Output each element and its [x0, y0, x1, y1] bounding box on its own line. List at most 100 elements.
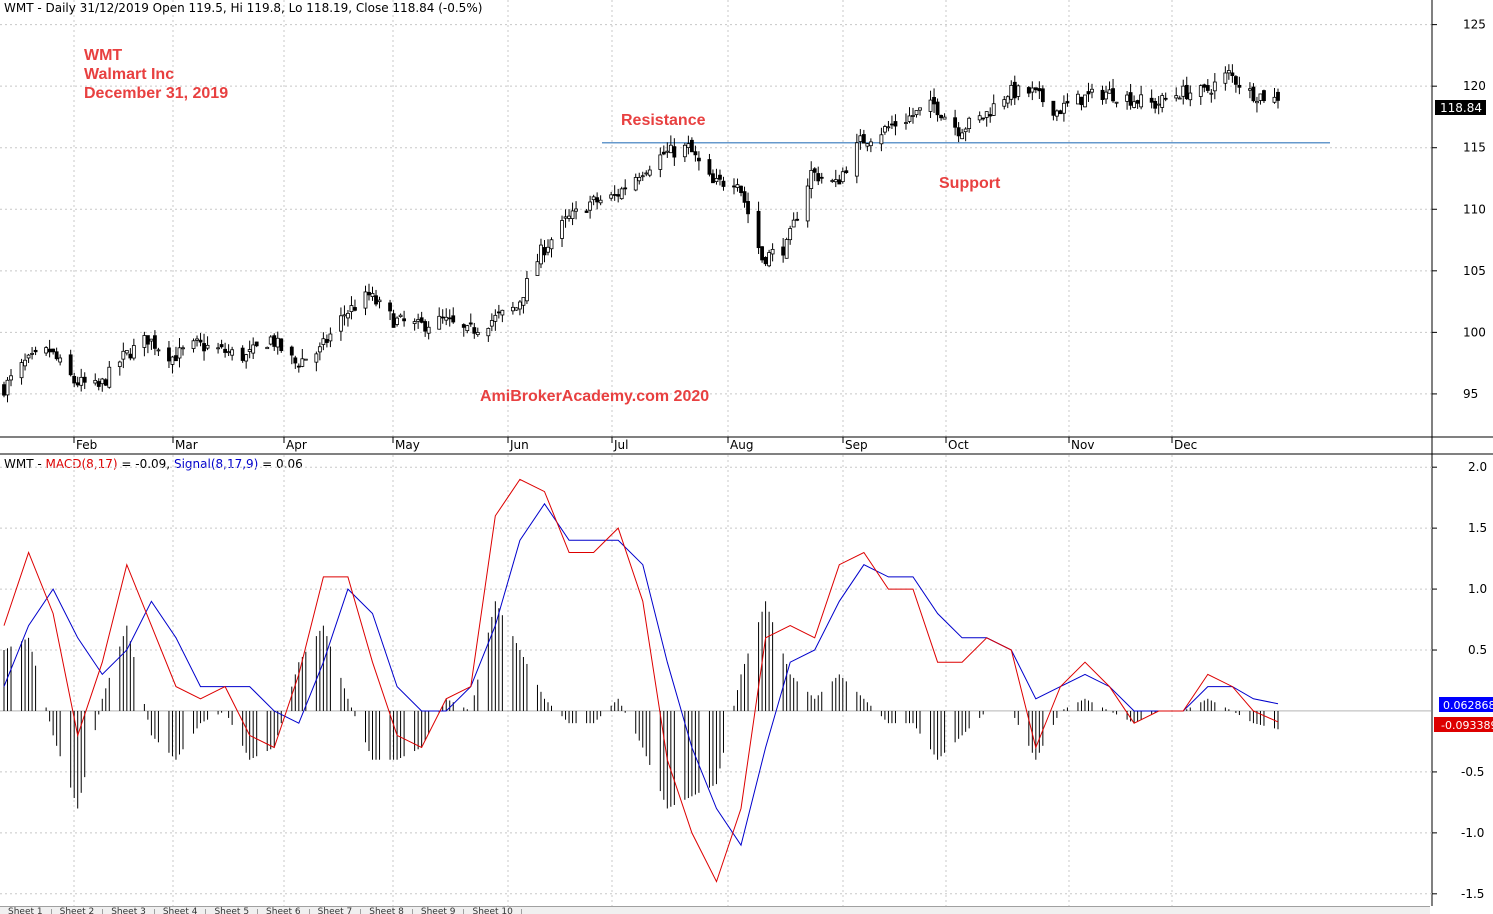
candle-body [349, 305, 354, 313]
sheet-tab-7[interactable]: Sheet 7 [310, 908, 362, 914]
sheet-tab-3[interactable]: Sheet 3 [103, 908, 155, 914]
candle-body [296, 365, 301, 368]
candle-body [1054, 110, 1059, 117]
candle-body [809, 169, 814, 189]
macd-line [3, 478, 1279, 883]
candle-body [219, 344, 224, 348]
candle-body [2, 384, 6, 396]
candle-body [763, 257, 768, 265]
sheet-tab-8[interactable]: Sheet 8 [361, 908, 413, 914]
candle-body [1086, 91, 1091, 95]
candle-body [686, 143, 691, 149]
candle-body [1132, 101, 1137, 108]
candle-body [367, 291, 371, 296]
candle-body [907, 115, 912, 122]
candle-body [542, 247, 547, 256]
macd-grid [0, 455, 1432, 906]
candle-body [5, 379, 10, 396]
candle-body [496, 311, 501, 314]
month-label: Jun [509, 438, 529, 452]
candle-body [472, 327, 477, 334]
candle-body [419, 317, 424, 323]
candle-body [1248, 88, 1252, 91]
candle-body [619, 188, 624, 200]
candle-body [584, 210, 589, 213]
candle-body [535, 261, 540, 276]
candle-body [1107, 89, 1112, 94]
candle-body [928, 99, 933, 112]
sheet-tab-5[interactable]: Sheet 5 [206, 908, 259, 914]
candle-body [609, 194, 614, 199]
candle-body [514, 307, 519, 311]
macd-y-label: 2.0 [1468, 460, 1487, 474]
candle-body [942, 116, 947, 120]
candle-body [560, 220, 564, 239]
candle-body [1276, 91, 1280, 101]
candle-body [861, 134, 866, 144]
sheet-tab-9[interactable]: Sheet 9 [413, 908, 465, 914]
candle-body [1104, 91, 1108, 100]
candle-body [1184, 84, 1189, 100]
macd-y-label: 0.5 [1468, 643, 1487, 657]
candle-body [402, 318, 406, 322]
macd-value: = -0.09, [118, 457, 174, 471]
candle-body [202, 343, 206, 352]
price-grid [0, 0, 1432, 437]
candle-body [1230, 72, 1235, 77]
candle-body [149, 338, 154, 342]
candle-body [795, 218, 800, 221]
signal-value-tag [1439, 697, 1493, 712]
candle-body [19, 362, 24, 379]
price-y-label: 120 [1463, 79, 1486, 93]
candle-body [904, 122, 908, 124]
candle-body [640, 175, 645, 178]
candle-body [44, 347, 49, 354]
candle-body [370, 293, 375, 298]
candle-body [963, 128, 968, 133]
candle-body [1065, 101, 1070, 104]
candle-body [1177, 97, 1182, 100]
signal-legend: Signal(8,17,9) [174, 457, 258, 471]
candle-body [1226, 70, 1231, 74]
candle-body [588, 201, 593, 211]
candle-body [26, 354, 31, 359]
candle-body [1258, 93, 1263, 101]
candle-body [991, 103, 996, 116]
candle-body [1188, 92, 1193, 101]
candle-body [865, 143, 870, 147]
candle-body [960, 132, 965, 140]
candle-body [988, 114, 993, 117]
candle-body [837, 179, 842, 185]
month-label: Feb [76, 438, 97, 452]
sheet-tab-6[interactable]: Sheet 6 [258, 908, 310, 914]
candle-body [693, 151, 698, 156]
sheet-tab-2[interactable]: Sheet 2 [52, 908, 104, 914]
candle-body [153, 335, 157, 349]
candle-body [47, 348, 52, 353]
candle-body [1030, 87, 1035, 93]
candle-body [1209, 92, 1214, 95]
candle-body [1153, 101, 1158, 109]
candle-body [170, 356, 175, 365]
candle-body [121, 350, 126, 360]
candle-body [956, 127, 961, 137]
candle-body [833, 179, 838, 183]
price-pane-bg [0, 0, 1432, 437]
candle-body [388, 302, 392, 312]
macd-y-label: -1.0 [1461, 826, 1484, 840]
candle-body [100, 378, 105, 385]
candle-body [1009, 84, 1014, 100]
sheet-tab-1[interactable]: Sheet 1 [0, 908, 52, 914]
candle-body [103, 379, 108, 386]
last-close-tag [1435, 100, 1486, 115]
candle-body [689, 139, 694, 153]
candle-body [1058, 110, 1063, 115]
candle-body [984, 111, 989, 118]
sheet-tab-4[interactable]: Sheet 4 [155, 908, 207, 914]
company-label: Walmart Inc [84, 66, 174, 83]
candle-body [465, 325, 470, 332]
sheet-tab-10[interactable]: Sheet 10 [464, 908, 522, 914]
candle-body [879, 134, 884, 145]
